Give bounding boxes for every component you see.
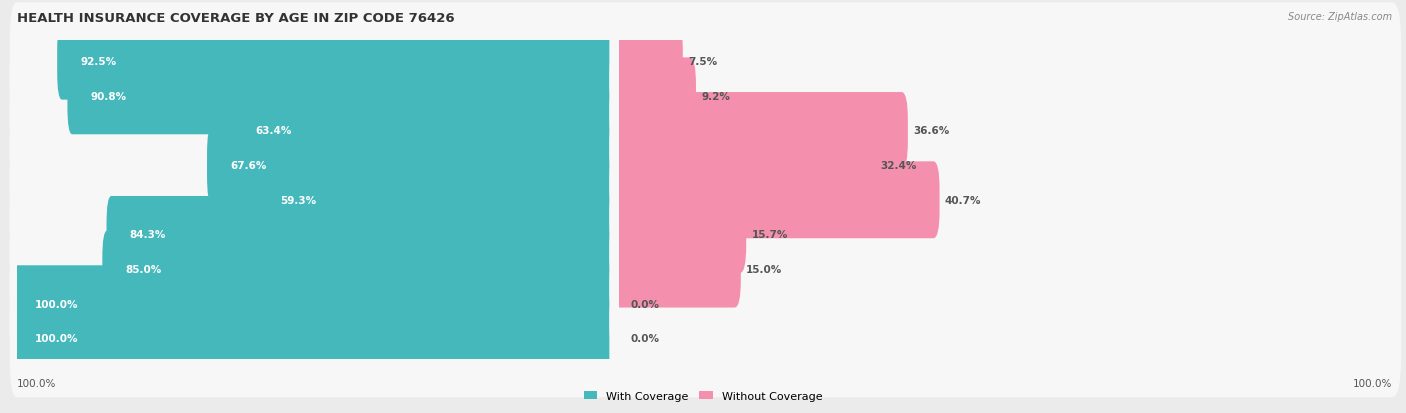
Text: 92.5%: 92.5% bbox=[80, 57, 117, 67]
FancyBboxPatch shape bbox=[13, 300, 623, 377]
Text: 26 to 34 Years: 26 to 34 Years bbox=[624, 161, 699, 171]
Text: 32.4%: 32.4% bbox=[880, 161, 917, 171]
FancyBboxPatch shape bbox=[609, 72, 1402, 190]
Text: 7.5%: 7.5% bbox=[689, 57, 717, 67]
FancyBboxPatch shape bbox=[10, 107, 626, 225]
FancyBboxPatch shape bbox=[613, 127, 876, 204]
FancyBboxPatch shape bbox=[609, 38, 1402, 155]
FancyBboxPatch shape bbox=[609, 176, 1402, 294]
Text: 100.0%: 100.0% bbox=[35, 299, 79, 309]
Text: 19 to 25 Years: 19 to 25 Years bbox=[624, 126, 699, 136]
FancyBboxPatch shape bbox=[10, 176, 626, 294]
FancyBboxPatch shape bbox=[67, 58, 623, 135]
FancyBboxPatch shape bbox=[10, 142, 626, 259]
Text: 84.3%: 84.3% bbox=[129, 230, 166, 240]
FancyBboxPatch shape bbox=[257, 162, 623, 239]
FancyBboxPatch shape bbox=[10, 3, 626, 121]
Text: 65 to 74 Years: 65 to 74 Years bbox=[624, 299, 699, 309]
FancyBboxPatch shape bbox=[107, 197, 623, 273]
Text: 55 to 64 Years: 55 to 64 Years bbox=[624, 264, 699, 274]
Text: 100.0%: 100.0% bbox=[17, 378, 56, 388]
FancyBboxPatch shape bbox=[609, 245, 1402, 363]
Text: HEALTH INSURANCE COVERAGE BY AGE IN ZIP CODE 76426: HEALTH INSURANCE COVERAGE BY AGE IN ZIP … bbox=[17, 12, 454, 25]
FancyBboxPatch shape bbox=[609, 107, 1402, 225]
FancyBboxPatch shape bbox=[10, 211, 626, 328]
Text: 85.0%: 85.0% bbox=[125, 264, 162, 274]
Text: 67.6%: 67.6% bbox=[231, 161, 266, 171]
FancyBboxPatch shape bbox=[613, 58, 696, 135]
FancyBboxPatch shape bbox=[609, 211, 1402, 328]
Text: 63.4%: 63.4% bbox=[254, 126, 291, 136]
FancyBboxPatch shape bbox=[613, 197, 747, 273]
FancyBboxPatch shape bbox=[609, 280, 1402, 397]
Text: 0.0%: 0.0% bbox=[630, 334, 659, 344]
FancyBboxPatch shape bbox=[58, 24, 623, 100]
Text: 45 to 54 Years: 45 to 54 Years bbox=[624, 230, 699, 240]
Legend: With Coverage, Without Coverage: With Coverage, Without Coverage bbox=[579, 387, 827, 406]
FancyBboxPatch shape bbox=[609, 142, 1402, 259]
Text: 0.0%: 0.0% bbox=[630, 299, 659, 309]
Text: 100.0%: 100.0% bbox=[35, 334, 79, 344]
Text: 36.6%: 36.6% bbox=[914, 126, 949, 136]
FancyBboxPatch shape bbox=[232, 93, 623, 170]
Text: 6 to 18 Years: 6 to 18 Years bbox=[624, 92, 692, 102]
FancyBboxPatch shape bbox=[10, 38, 626, 155]
FancyBboxPatch shape bbox=[13, 266, 623, 342]
Text: 59.3%: 59.3% bbox=[280, 195, 316, 205]
FancyBboxPatch shape bbox=[613, 231, 741, 308]
FancyBboxPatch shape bbox=[613, 24, 683, 100]
Text: 90.8%: 90.8% bbox=[90, 92, 127, 102]
Text: 15.7%: 15.7% bbox=[752, 230, 787, 240]
Text: 100.0%: 100.0% bbox=[1353, 378, 1392, 388]
FancyBboxPatch shape bbox=[613, 162, 939, 239]
Text: 75 Years and older: 75 Years and older bbox=[624, 334, 721, 344]
Text: 9.2%: 9.2% bbox=[702, 92, 730, 102]
Text: 15.0%: 15.0% bbox=[747, 264, 783, 274]
Text: Under 6 Years: Under 6 Years bbox=[624, 57, 697, 67]
FancyBboxPatch shape bbox=[10, 72, 626, 190]
FancyBboxPatch shape bbox=[10, 245, 626, 363]
Text: 35 to 44 Years: 35 to 44 Years bbox=[624, 195, 699, 205]
FancyBboxPatch shape bbox=[103, 231, 623, 308]
FancyBboxPatch shape bbox=[207, 127, 623, 204]
Text: 40.7%: 40.7% bbox=[945, 195, 981, 205]
FancyBboxPatch shape bbox=[609, 3, 1402, 121]
Text: Source: ZipAtlas.com: Source: ZipAtlas.com bbox=[1288, 12, 1392, 22]
FancyBboxPatch shape bbox=[10, 280, 626, 397]
FancyBboxPatch shape bbox=[613, 93, 908, 170]
